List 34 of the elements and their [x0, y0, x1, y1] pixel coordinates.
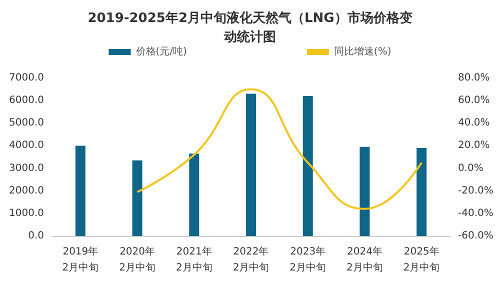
x-tick-label: 2023年 2月中旬: [290, 246, 326, 274]
bar: [360, 146, 370, 236]
y-tick-label: 0.0: [28, 230, 44, 242]
bar: [132, 160, 142, 236]
y2-tick-label: 0.0%: [458, 162, 484, 174]
y2-tick-label: 60.0%: [458, 95, 490, 106]
y2-tick-label: -20.0%: [458, 185, 494, 196]
legend-label: 同比增速(%): [334, 46, 392, 58]
y2-tick-label: 40.0%: [458, 118, 490, 129]
bar: [416, 148, 427, 236]
x-tick-label: 2020年 2月中旬: [119, 246, 156, 274]
legend-label: 价格(元/吨): [134, 46, 188, 58]
bar: [75, 146, 86, 236]
x-tick-label: 2019年 2月中旬: [62, 246, 99, 274]
y2-tick-label: 20.0%: [458, 140, 490, 152]
bar: [189, 154, 200, 236]
y-tick-label: 7000.0: [9, 72, 44, 84]
bar: [246, 94, 256, 236]
y2-tick-label: -40.0%: [458, 208, 494, 219]
y-tick-label: 1000.0: [9, 208, 44, 219]
chart-title: 2019-2025年2月中旬液化天然气（LNG）市场价格变动统计图: [88, 10, 412, 45]
x-tick-label: 2022年 2月中旬: [232, 246, 270, 274]
y-tick-label: 2000.0: [9, 185, 44, 196]
y2-tick-label: 80.0%: [458, 72, 490, 84]
bar: [302, 96, 313, 236]
y2-tick-label: -60.0%: [458, 230, 494, 242]
x-tick-label: 2025年 2月中旬: [403, 246, 440, 274]
y-tick-label: 5000.0: [9, 118, 44, 129]
y-tick-label: 3000.0: [9, 162, 44, 174]
x-tick-label: 2024年 2月中旬: [346, 246, 383, 274]
x-tick-label: 2021年 2月中旬: [176, 246, 212, 274]
line-series: [136, 88, 423, 210]
y-tick-label: 4000.0: [9, 140, 44, 152]
y-tick-label: 6000.0: [9, 95, 44, 106]
